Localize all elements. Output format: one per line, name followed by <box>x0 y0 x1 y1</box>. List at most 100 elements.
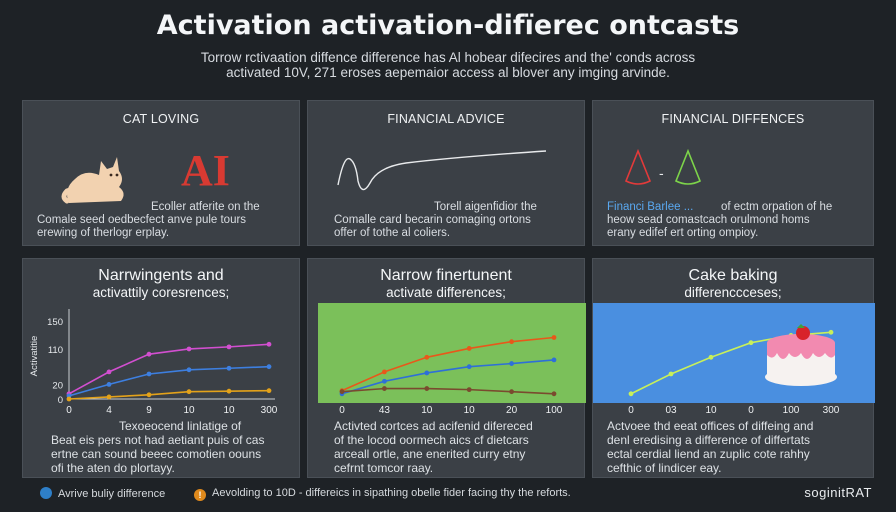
ai-logo: AI <box>181 146 230 195</box>
y-tick-label: 20 <box>52 380 63 391</box>
cone-icon-red <box>624 149 652 185</box>
data-point <box>146 351 152 357</box>
series-line <box>68 343 270 395</box>
y-axis-label: Activatitie <box>29 336 40 377</box>
panel-body-line: erany edifef ert orting ompioy. <box>607 227 759 239</box>
panel-cat-loving: CAT LOVING AI Ecoller atferite on the Co… <box>22 100 300 246</box>
series-line <box>68 389 270 400</box>
x-tick-label: 0 <box>339 405 345 416</box>
panel-chart-narrowing: Narrwingents and activattily coresrences… <box>22 258 300 478</box>
x-tick-label: 10 <box>421 405 433 416</box>
cake-illustration <box>765 324 837 386</box>
data-point <box>266 388 272 394</box>
data-point <box>106 394 112 400</box>
y-tick-label: 110 <box>48 345 63 356</box>
panel-body-line: erewing of therlogr erplay. <box>37 227 170 239</box>
x-tick-label: 43 <box>379 405 391 416</box>
panel-body-line: Ecoller atferite on the <box>151 201 260 213</box>
data-point <box>226 344 232 350</box>
data-point <box>748 340 754 346</box>
data-point <box>186 389 192 395</box>
data-point <box>551 335 557 340</box>
footer-item-avoiding: ! Aevolding to 10D - differeics in sipath… <box>194 487 571 501</box>
data-point <box>382 378 387 384</box>
data-point <box>551 391 557 397</box>
data-point <box>466 387 472 393</box>
panel-chart-finetune: Narrow finertunent activate differences;… <box>307 258 586 478</box>
page-title: Activation activation-difïerec ontcasts <box>156 10 740 41</box>
data-point <box>186 346 192 352</box>
panel-body-highlight: Financi Barlee ... <box>607 201 694 213</box>
dash-separator: - <box>659 165 664 181</box>
x-tick-label: 0 <box>66 405 72 416</box>
line-chart-3: 0 03 10 0 100 300 <box>593 303 875 416</box>
data-point <box>266 364 272 370</box>
data-point <box>828 329 834 335</box>
data-point <box>226 365 232 371</box>
data-point <box>106 382 112 387</box>
data-point <box>466 364 472 370</box>
series-line <box>341 336 555 392</box>
panel-heading: Narrwingents and activattily coresrences… <box>92 267 230 300</box>
panel-caption: Texoeocend linlatige of Beat eis pers no… <box>51 419 265 475</box>
y-tick-label: 0 <box>58 395 63 406</box>
footer-item-difference: Avrive buliy difference <box>40 487 165 500</box>
panel-body-line: of ectm orpation of he <box>721 201 833 213</box>
x-tick-label: 0 <box>748 405 754 416</box>
panel-financial-advice: FINANCIAL ADVICE Torell aigenfidior the … <box>307 100 585 246</box>
data-point <box>382 386 387 391</box>
x-tick-label: 9 <box>146 405 152 416</box>
x-tick-label: 03 <box>665 405 677 416</box>
data-point <box>266 341 272 347</box>
data-point <box>106 369 112 375</box>
data-point <box>424 354 430 360</box>
data-point <box>226 388 232 394</box>
panel-heading: FINANCIAL DIFFENCES <box>661 112 805 126</box>
panel-caption: Activted cortces ad acifenid difereced o… <box>334 419 533 475</box>
series-line <box>341 359 555 395</box>
x-tick-label: 100 <box>783 405 800 416</box>
y-tick-label: 150 <box>47 317 63 328</box>
data-point <box>66 396 72 402</box>
data-point <box>628 391 634 397</box>
panel-heading: CAT LOVING <box>122 112 200 126</box>
chart-background <box>318 303 586 403</box>
cat-illustration <box>61 157 124 204</box>
data-point <box>708 354 714 360</box>
x-tick-label: 300 <box>261 405 278 416</box>
data-point <box>551 357 557 363</box>
x-tick-label: 4 <box>106 405 112 416</box>
x-tick-label: 10 <box>464 405 476 416</box>
info-icon <box>40 487 52 499</box>
panel-body-line: Torell aigenfidior the <box>434 201 537 213</box>
x-tick-label: 300 <box>823 405 840 416</box>
data-point <box>146 392 152 398</box>
brand-logo: soginitRAT <box>804 485 872 500</box>
data-point <box>466 346 472 351</box>
data-point <box>509 389 514 395</box>
panel-chart-cake: Cake baking differenccceses; 0 03 10 0 100 30… <box>592 258 875 478</box>
data-point <box>382 369 387 375</box>
x-tick-label: 10 <box>223 405 235 416</box>
panel-body-line: heow sead comastcach orulmond homs <box>607 214 810 226</box>
panel-heading: FINANCIAL ADVICE <box>387 112 505 126</box>
series-line <box>68 365 270 397</box>
page-subtitle: Torrow rctivaation diffence difference h… <box>200 50 696 80</box>
panel-caption: Actvoee thd eeat offices of diffeing and… <box>607 419 814 475</box>
panel-body-line: Comale seed oedbecfect anve pule tours <box>37 214 247 226</box>
data-point <box>339 389 345 395</box>
data-point <box>668 371 674 377</box>
cone-icon-green <box>674 149 702 185</box>
data-point <box>424 386 430 391</box>
x-tick-label: 10 <box>705 405 717 416</box>
panel-body-line: offer of tothe al coliers. <box>334 227 451 239</box>
panel-body-line: Comalle card becarin comaging ortons <box>334 214 531 226</box>
data-point <box>509 339 514 345</box>
data-point <box>424 370 430 376</box>
data-point <box>509 361 514 366</box>
x-tick-label: 0 <box>628 405 634 416</box>
line-chart-1: 0 20 110 150 Activatitie 0 4 9 10 10 300 <box>29 309 278 416</box>
line-chart-2: 0 43 10 10 20 100 <box>318 303 586 416</box>
data-point <box>186 367 192 373</box>
panel-financial-diffences: FINANCIAL DIFFENCES - Financi Barlee ...… <box>592 100 874 246</box>
